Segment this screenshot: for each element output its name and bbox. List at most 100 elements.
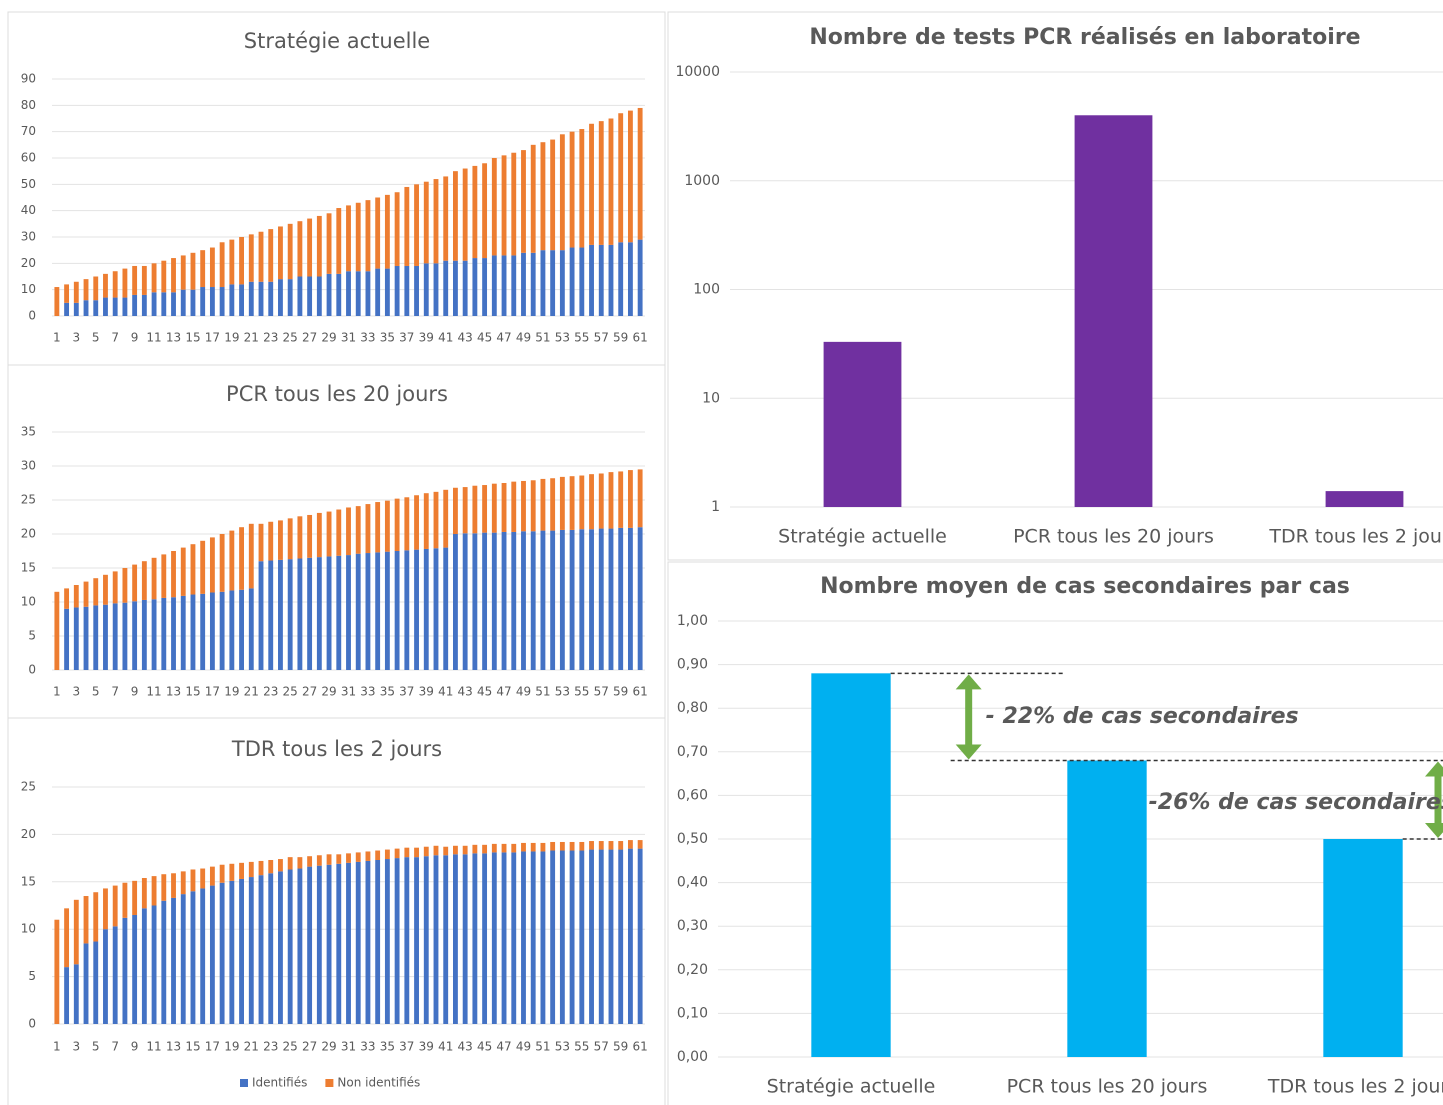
arrow-head [955,744,982,760]
bar-segment [112,885,118,927]
x-tick-label: 1 [53,331,61,345]
bar [1323,839,1403,1057]
bar-segment [559,841,565,851]
x-tick-label: 37 [399,685,414,699]
x-tick-label: 15 [185,331,200,345]
x-tick-label: 61 [632,1040,647,1054]
bar-segment [491,852,497,1024]
x-tick-label: 35 [380,331,395,345]
x-tick-label: 5 [92,331,100,345]
bar-segment [209,537,215,593]
bar-segment [103,604,108,670]
bar-segment [550,850,556,1024]
bar-segment [161,597,167,670]
x-tick-label: 17 [205,1040,220,1054]
bar-segment [83,300,89,316]
x-tick-label: 5 [92,685,100,699]
bar-segment [433,263,439,316]
y-tick-label: 1 [711,499,720,515]
y-tick-label: 0,90 [677,657,708,673]
bar-segment [384,194,390,269]
bar [1325,491,1404,507]
bar-segment [559,476,565,530]
bar-segment [355,861,361,1024]
bar-segment [336,509,342,556]
bar-segment [268,873,274,1024]
bar-segment [73,281,79,303]
legend-label: Non identifiés [337,1076,420,1090]
bar-segment [491,483,497,533]
bar-segment [365,200,371,272]
bar-segment [579,247,585,316]
bar-segment [355,553,361,670]
bar-segment [219,864,225,883]
bar-segment [394,858,400,1024]
y-tick-label: 0,30 [677,918,708,934]
bar-segment [355,202,361,272]
bar-segment [103,888,108,930]
bar-segment [219,882,225,1024]
bar-segment [307,866,313,1024]
bar-segment [122,882,128,918]
x-tick-label: 23 [263,331,278,345]
bar-segment [521,851,526,1024]
bar-segment [550,478,556,531]
bar-segment [579,850,585,1024]
x-tick-label: PCR tous les 20 jours [1013,526,1214,548]
legend-swatch [325,1079,334,1087]
bar-segment [171,258,176,293]
bar-segment [336,854,342,864]
bar-segment [423,181,429,264]
bar-segment [589,474,594,530]
bar-segment [423,856,429,1024]
bar-segment [151,292,157,316]
bar-segment [443,260,449,316]
bar-segment [326,213,332,274]
bar-segment [161,554,167,598]
bar-segment [627,848,633,1024]
bar-segment [530,252,536,316]
bar-segment [161,874,167,901]
x-tick-label: 35 [380,1040,395,1054]
y-tick-label: 20 [21,527,36,541]
y-tick-label: 5 [28,629,36,643]
bar-segment [414,847,419,858]
x-tick-label: 37 [399,1040,414,1054]
bar-segment [627,470,633,528]
bar-segment [598,121,604,245]
bar-segment [589,244,594,316]
bar-segment [103,574,108,605]
bar-segment [219,591,225,670]
bar-segment [346,507,351,556]
x-tick-label: Stratégie actuelle [778,526,947,548]
bar-segment [73,964,79,1024]
bar-segment [608,528,614,670]
x-tick-label: 47 [496,685,511,699]
bar-segment [453,487,458,534]
arrow-head [1425,761,1443,777]
bar-segment [258,561,264,670]
bar-segment [414,857,419,1024]
bar-segment [404,497,410,551]
bar [823,341,902,507]
x-tick-label: 31 [341,1040,356,1054]
y-tick-label: 30 [21,230,36,244]
bar-segment [93,605,99,670]
bar-segment [394,848,400,859]
bar-segment [394,265,400,316]
bar-segment [540,842,546,852]
bar-segment [462,533,468,670]
bar-segment [297,558,303,670]
bar-segment [141,265,147,295]
bar-segment [472,258,478,316]
bar-segment [618,242,624,316]
legend-label: Identifiés [252,1076,307,1090]
bar-segment [112,603,118,670]
bar-segment [550,139,556,251]
bar-segment [219,534,225,592]
y-tick-label: 20 [21,827,36,841]
bar-segment [443,855,449,1024]
bar-segment [404,265,410,316]
x-tick-label: 27 [302,685,317,699]
